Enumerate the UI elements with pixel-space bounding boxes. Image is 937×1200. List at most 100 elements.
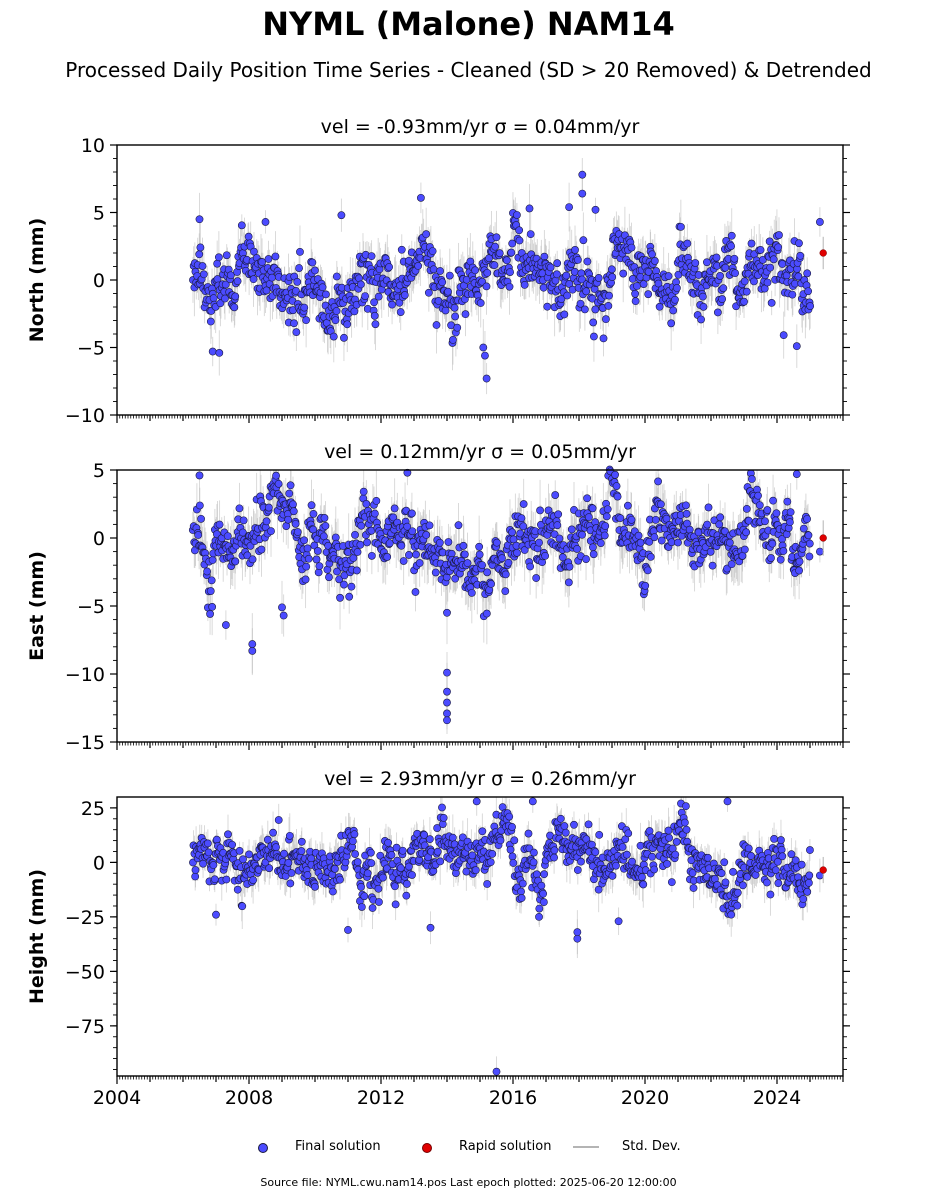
final-solution-point xyxy=(302,562,311,571)
final-solution-point xyxy=(453,323,462,332)
final-solution-point xyxy=(794,272,803,281)
final-solution-point xyxy=(519,500,528,508)
final-solution-point xyxy=(209,294,218,303)
final-solution-point xyxy=(641,581,650,590)
final-solution-point xyxy=(215,520,224,529)
final-solution-point xyxy=(293,528,302,536)
final-solution-point xyxy=(730,254,739,263)
final-solution-point xyxy=(336,593,344,602)
final-solution-point xyxy=(755,501,764,510)
final-solution-point xyxy=(508,239,517,248)
final-solution-point xyxy=(293,277,302,286)
final-solution-point xyxy=(296,247,304,256)
final-solution-point xyxy=(397,541,406,550)
final-solution-point xyxy=(557,295,566,303)
final-solution-point xyxy=(769,496,777,505)
final-solution-point xyxy=(644,267,653,276)
final-solution-point xyxy=(353,548,362,556)
final-solution-point xyxy=(806,302,815,310)
final-solution-point xyxy=(490,261,499,270)
final-solution-point xyxy=(221,621,230,629)
rapid-solution-point xyxy=(819,534,827,542)
final-solution-point xyxy=(616,514,625,523)
final-solution-point xyxy=(607,265,616,274)
final-solution-point xyxy=(357,280,365,289)
final-solution-point xyxy=(588,294,597,303)
final-solution-point xyxy=(742,528,751,537)
final-solution-point xyxy=(591,205,600,214)
final-solution-point xyxy=(740,277,749,286)
final-solution-point xyxy=(415,559,424,567)
final-solution-point xyxy=(795,566,804,575)
final-solution-point xyxy=(546,263,555,272)
final-solution-point xyxy=(507,248,516,257)
final-solution-point xyxy=(417,193,425,202)
final-solution-point xyxy=(582,555,590,563)
final-solution-point xyxy=(601,522,610,530)
final-solution-point xyxy=(766,263,775,272)
final-solution-point xyxy=(565,280,574,288)
final-solution-point xyxy=(258,258,266,266)
final-solution-point xyxy=(803,515,811,523)
final-solution-point xyxy=(356,540,365,549)
y-tick-label: 5 xyxy=(93,460,105,482)
final-solution-point xyxy=(740,297,748,306)
final-solution-point xyxy=(301,575,310,584)
plot-area xyxy=(189,797,827,1076)
final-solution-point xyxy=(203,567,211,576)
final-solution-point xyxy=(431,568,440,577)
final-solution-point xyxy=(727,242,736,250)
final-solution-point xyxy=(340,580,348,589)
final-solution-point xyxy=(754,491,762,500)
final-solution-point xyxy=(195,501,204,510)
final-solution-point xyxy=(564,578,573,587)
final-solution-point xyxy=(357,521,366,530)
final-solution-point xyxy=(651,515,660,524)
final-solution-point xyxy=(792,470,801,478)
final-solution-point xyxy=(560,310,569,319)
final-solution-point xyxy=(422,531,431,539)
final-solution-point xyxy=(565,562,574,571)
final-solution-point xyxy=(460,550,469,559)
final-solution-point xyxy=(302,316,311,325)
final-solution-point xyxy=(195,215,204,224)
final-solution-point xyxy=(786,508,795,517)
final-solution-point xyxy=(685,525,694,534)
final-solution-point xyxy=(505,282,514,291)
final-solution-point xyxy=(589,318,598,327)
final-solution-point xyxy=(443,709,451,718)
final-solution-point xyxy=(478,561,487,569)
panel-title: vel = -0.93mm/yr σ = 0.04mm/yr xyxy=(321,116,640,138)
final-solution-point xyxy=(425,521,434,530)
final-solution-point xyxy=(396,308,405,316)
final-solution-point xyxy=(644,290,653,299)
final-solution-point xyxy=(605,291,613,300)
y-axis-label: North (mm) xyxy=(26,218,48,343)
final-solution-point xyxy=(589,550,598,559)
final-solution-point xyxy=(498,554,506,563)
final-solution-point xyxy=(767,299,776,307)
y-tick-label: −5 xyxy=(77,596,105,618)
final-solution-point xyxy=(627,243,636,252)
final-solution-point xyxy=(508,528,516,537)
final-solution-point xyxy=(308,258,317,267)
final-solution-point xyxy=(599,334,608,343)
final-solution-point xyxy=(573,255,582,264)
final-solution-point xyxy=(235,504,244,513)
final-solution-point xyxy=(340,333,348,342)
final-solution-point xyxy=(673,284,681,292)
final-solution-point xyxy=(553,270,561,279)
final-solution-point xyxy=(816,218,824,226)
final-solution-point xyxy=(312,555,321,564)
final-solution-point xyxy=(289,507,298,516)
final-solution-point xyxy=(231,292,240,301)
final-solution-point xyxy=(676,222,685,231)
final-solution-point xyxy=(429,265,438,274)
final-solution-point xyxy=(636,538,645,547)
final-solution-point xyxy=(315,562,324,570)
final-solution-point xyxy=(765,237,774,246)
final-solution-point xyxy=(602,512,611,521)
final-solution-point xyxy=(492,233,501,242)
final-solution-point xyxy=(290,319,298,328)
